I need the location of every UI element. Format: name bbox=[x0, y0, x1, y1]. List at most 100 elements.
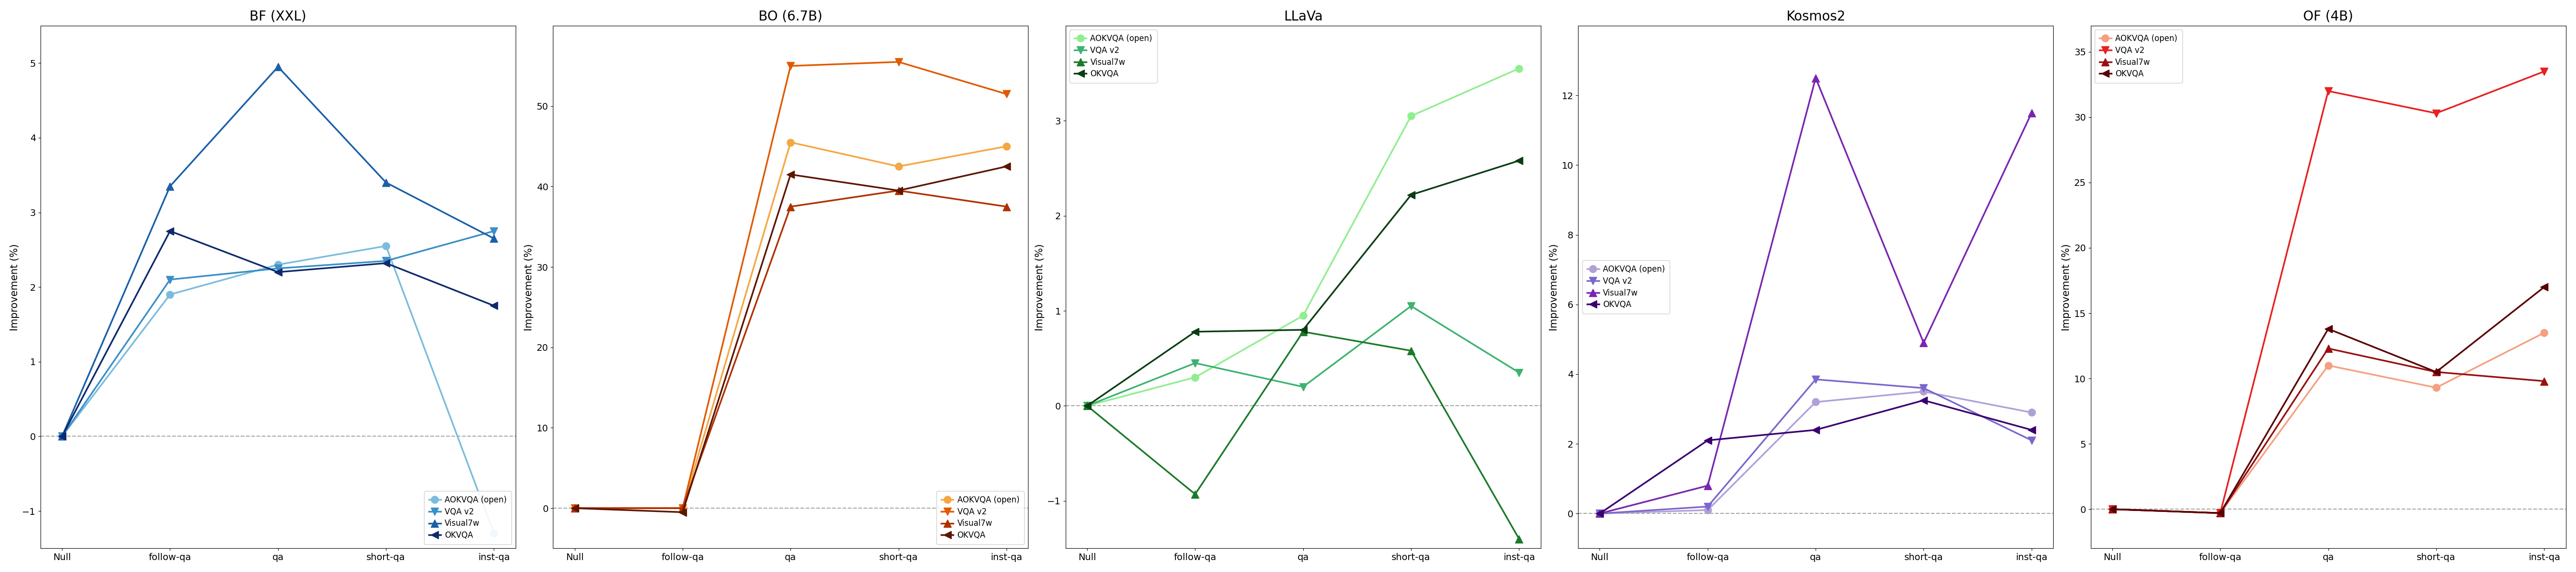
Visual7w bbox=[992, 203, 1023, 210]
Visual7w bbox=[2421, 368, 2452, 375]
OKVQA bbox=[1180, 328, 1211, 335]
OKVQA bbox=[2097, 506, 2128, 513]
VQA v2 bbox=[1504, 369, 1535, 376]
Y-axis label: Improvement (%): Improvement (%) bbox=[1551, 244, 1558, 331]
Line: Visual7w: Visual7w bbox=[572, 187, 1010, 512]
AOKVQA (open) bbox=[1692, 507, 1723, 514]
Visual7w bbox=[667, 505, 698, 511]
Visual7w bbox=[775, 203, 806, 210]
Title: OF (4B): OF (4B) bbox=[2303, 10, 2354, 23]
Line: OKVQA: OKVQA bbox=[59, 228, 497, 440]
Legend: AOKVQA (open), VQA v2, Visual7w, OKVQA: AOKVQA (open), VQA v2, Visual7w, OKVQA bbox=[1582, 260, 1669, 313]
Title: BF (XXL): BF (XXL) bbox=[250, 10, 307, 23]
Y-axis label: Improvement (%): Improvement (%) bbox=[2061, 244, 2071, 331]
Visual7w bbox=[2530, 378, 2561, 384]
VQA v2 bbox=[1801, 376, 1832, 383]
Line: VQA v2: VQA v2 bbox=[1597, 376, 2035, 517]
AOKVQA (open) bbox=[775, 139, 806, 146]
Visual7w bbox=[2017, 109, 2048, 116]
Legend: AOKVQA (open), VQA v2, Visual7w, OKVQA: AOKVQA (open), VQA v2, Visual7w, OKVQA bbox=[1069, 30, 1157, 83]
AOKVQA (open) bbox=[2017, 409, 2048, 416]
AOKVQA (open) bbox=[46, 433, 77, 440]
OKVQA bbox=[992, 163, 1023, 170]
VQA v2 bbox=[1288, 383, 1319, 390]
Visual7w bbox=[371, 179, 402, 186]
Line: VQA v2: VQA v2 bbox=[1084, 303, 1522, 410]
AOKVQA (open) bbox=[371, 243, 402, 249]
OKVQA bbox=[1072, 402, 1103, 409]
AOKVQA (open) bbox=[559, 505, 590, 511]
Line: VQA v2: VQA v2 bbox=[572, 58, 1010, 512]
AOKVQA (open) bbox=[1909, 388, 1940, 395]
Visual7w bbox=[2313, 345, 2344, 352]
Visual7w bbox=[1288, 328, 1319, 335]
OKVQA bbox=[1801, 427, 1832, 434]
AOKVQA (open) bbox=[2530, 329, 2561, 336]
AOKVQA (open) bbox=[479, 530, 510, 537]
VQA v2 bbox=[992, 90, 1023, 97]
VQA v2 bbox=[1180, 360, 1211, 367]
OKVQA bbox=[1504, 157, 1535, 164]
AOKVQA (open) bbox=[1180, 374, 1211, 381]
AOKVQA (open) bbox=[2313, 362, 2344, 369]
OKVQA bbox=[2205, 510, 2236, 517]
VQA v2 bbox=[2421, 110, 2452, 117]
OKVQA bbox=[1288, 327, 1319, 333]
Visual7w bbox=[2205, 510, 2236, 517]
VQA v2 bbox=[263, 265, 294, 272]
AOKVQA (open) bbox=[992, 143, 1023, 150]
OKVQA bbox=[263, 269, 294, 276]
Line: VQA v2: VQA v2 bbox=[59, 228, 497, 440]
Visual7w bbox=[479, 235, 510, 242]
OKVQA bbox=[2017, 427, 2048, 434]
VQA v2 bbox=[2017, 437, 2048, 444]
OKVQA bbox=[1909, 397, 1940, 404]
Line: AOKVQA (open): AOKVQA (open) bbox=[59, 243, 497, 537]
Line: Visual7w: Visual7w bbox=[1597, 74, 2035, 517]
Line: Visual7w: Visual7w bbox=[1084, 328, 1522, 542]
VQA v2 bbox=[775, 62, 806, 69]
OKVQA bbox=[667, 509, 698, 515]
Line: AOKVQA (open): AOKVQA (open) bbox=[1597, 388, 2035, 517]
Line: OKVQA: OKVQA bbox=[572, 163, 1010, 516]
VQA v2 bbox=[2097, 506, 2128, 513]
OKVQA bbox=[775, 171, 806, 178]
VQA v2 bbox=[1692, 503, 1723, 510]
Visual7w bbox=[1909, 339, 1940, 346]
Line: AOKVQA (open): AOKVQA (open) bbox=[2110, 329, 2548, 517]
AOKVQA (open) bbox=[1801, 399, 1832, 406]
Visual7w bbox=[155, 183, 185, 190]
Visual7w bbox=[1801, 74, 1832, 81]
VQA v2 bbox=[479, 228, 510, 235]
Legend: AOKVQA (open), VQA v2, Visual7w, OKVQA: AOKVQA (open), VQA v2, Visual7w, OKVQA bbox=[2094, 30, 2182, 83]
VQA v2 bbox=[884, 58, 914, 65]
AOKVQA (open) bbox=[1396, 113, 1427, 120]
Line: Visual7w: Visual7w bbox=[2110, 345, 2548, 517]
Line: OKVQA: OKVQA bbox=[2110, 283, 2548, 517]
AOKVQA (open) bbox=[263, 261, 294, 268]
Y-axis label: Improvement (%): Improvement (%) bbox=[1036, 244, 1046, 331]
AOKVQA (open) bbox=[2205, 510, 2236, 517]
Line: VQA v2: VQA v2 bbox=[2110, 68, 2548, 517]
Line: OKVQA: OKVQA bbox=[1597, 396, 2035, 517]
VQA v2 bbox=[2313, 88, 2344, 94]
AOKVQA (open) bbox=[155, 291, 185, 298]
OKVQA bbox=[479, 302, 510, 309]
OKVQA bbox=[371, 260, 402, 267]
VQA v2 bbox=[2205, 510, 2236, 517]
Legend: AOKVQA (open), VQA v2, Visual7w, OKVQA: AOKVQA (open), VQA v2, Visual7w, OKVQA bbox=[938, 491, 1025, 545]
Visual7w bbox=[46, 433, 77, 440]
VQA v2 bbox=[2530, 68, 2561, 75]
AOKVQA (open) bbox=[1504, 65, 1535, 72]
VQA v2 bbox=[1072, 402, 1103, 409]
Line: AOKVQA (open): AOKVQA (open) bbox=[1084, 65, 1522, 410]
Visual7w bbox=[263, 63, 294, 70]
Line: Visual7w: Visual7w bbox=[59, 63, 497, 440]
Line: AOKVQA (open): AOKVQA (open) bbox=[572, 138, 1010, 512]
Legend: AOKVQA (open), VQA v2, Visual7w, OKVQA: AOKVQA (open), VQA v2, Visual7w, OKVQA bbox=[425, 491, 513, 545]
Visual7w bbox=[884, 187, 914, 194]
AOKVQA (open) bbox=[1072, 402, 1103, 409]
Y-axis label: Improvement (%): Improvement (%) bbox=[10, 244, 21, 331]
Visual7w bbox=[559, 505, 590, 511]
Y-axis label: Improvement (%): Improvement (%) bbox=[526, 244, 533, 331]
